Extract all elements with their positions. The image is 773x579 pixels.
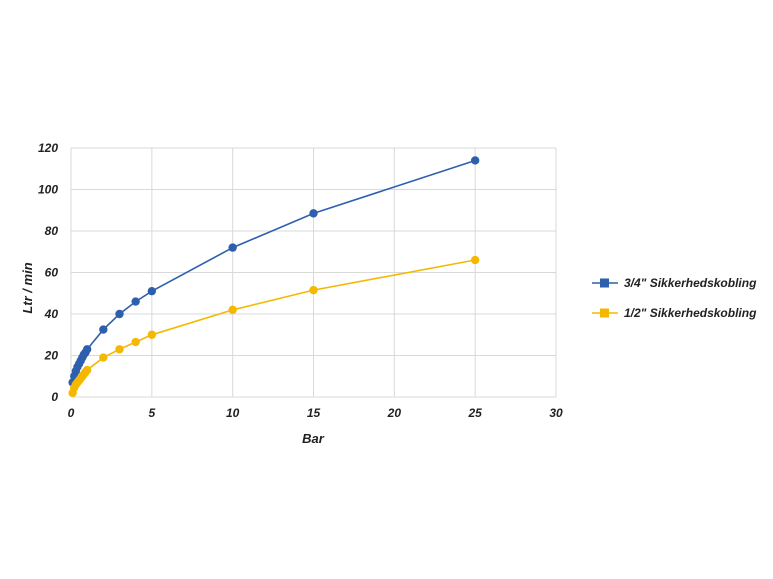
y-tick-label: 0 — [51, 390, 58, 404]
data-point — [470, 255, 480, 265]
data-point — [131, 337, 140, 347]
legend-item: 3/4" Sikkerhedskobling — [592, 276, 757, 290]
x-tick-label: 25 — [467, 406, 482, 420]
data-point — [82, 345, 92, 354]
data-point — [131, 297, 140, 306]
data-point — [147, 286, 157, 296]
x-tick-label: 30 — [549, 406, 563, 420]
legend-label: 1/2" Sikkerhedskobling — [624, 306, 757, 320]
data-point — [147, 330, 157, 339]
y-axis-title: Ltr / min — [20, 262, 35, 313]
x-tick-label: 10 — [226, 406, 240, 420]
data-point — [115, 345, 124, 354]
legend-marker — [600, 308, 609, 318]
gridlines — [70, 147, 557, 398]
data-point — [309, 209, 318, 218]
data-point — [115, 309, 124, 319]
legend-item: 1/2" Sikkerhedskobling — [592, 306, 757, 320]
plot-area — [68, 156, 480, 398]
legend-marker — [600, 278, 609, 288]
y-tick-label: 120 — [38, 141, 58, 155]
y-tick-label: 20 — [44, 349, 59, 363]
axis-ticks: 0 20 40 60 80 100 120 0 5 10 15 20 25 30 — [38, 141, 563, 420]
legend-label: 3/4" Sikkerhedskobling — [624, 276, 757, 290]
series-1 — [68, 156, 480, 387]
data-point — [470, 156, 480, 165]
y-tick-label: 60 — [45, 266, 59, 280]
x-tick-label: 0 — [68, 406, 75, 420]
data-point — [99, 353, 108, 362]
x-tick-label: 20 — [387, 406, 402, 420]
x-tick-label: 5 — [148, 406, 155, 420]
series-2 — [68, 255, 480, 398]
series-line — [71, 259, 476, 394]
x-axis-title: Bar — [302, 431, 325, 446]
y-tick-label: 40 — [44, 307, 59, 321]
data-point — [99, 325, 108, 334]
x-tick-label: 15 — [307, 406, 321, 420]
data-point — [228, 305, 237, 315]
y-tick-label: 100 — [38, 183, 58, 197]
data-point — [82, 365, 92, 375]
data-point — [309, 285, 318, 295]
data-point — [228, 243, 237, 252]
legend: 3/4" Sikkerhedskobling 1/2" Sikkerhedskob… — [592, 276, 757, 320]
y-tick-label: 80 — [45, 224, 59, 238]
